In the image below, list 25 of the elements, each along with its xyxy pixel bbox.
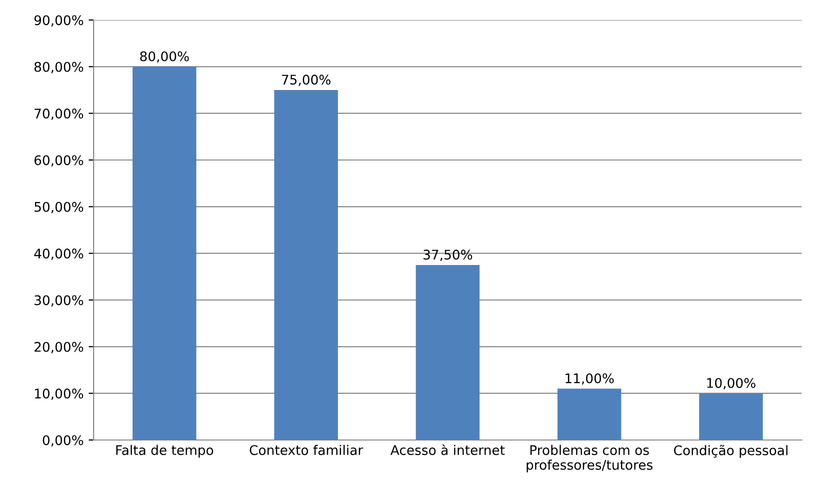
y-tick-label: 60,00% [34, 155, 84, 167]
data-label: 10,00% [707, 378, 756, 390]
x-tick-label: Condição pessoal [674, 444, 788, 458]
y-tick-label: 90,00% [34, 15, 84, 27]
y-tick-label: 80,00% [34, 62, 84, 74]
x-tick-label: Acesso à internet [390, 444, 505, 456]
y-tick-label: 20,00% [34, 342, 84, 354]
bar [274, 90, 338, 440]
data-label: 80,00% [140, 51, 189, 63]
y-tick-label: 40,00% [34, 248, 84, 260]
bar [699, 393, 763, 440]
data-label: 11,00% [566, 373, 614, 385]
x-tick-label: Problemas com os professores/tutores [526, 444, 653, 472]
y-tick-label: 10,00% [35, 388, 84, 400]
bar [557, 388, 622, 440]
x-tick-label: Falta de tempo [116, 444, 214, 458]
y-tick-label: 70,00% [34, 108, 84, 120]
y-tick-label: 50,00% [34, 202, 84, 214]
y-tick-label: 30,00% [34, 295, 84, 307]
bar [132, 66, 196, 440]
bar [416, 265, 480, 440]
y-tick-label: 0,00% [42, 435, 84, 447]
x-tick-label: Contexto familiar [250, 444, 364, 456]
data-label: 75,00% [282, 74, 330, 86]
data-label: 37,50% [424, 250, 472, 261]
